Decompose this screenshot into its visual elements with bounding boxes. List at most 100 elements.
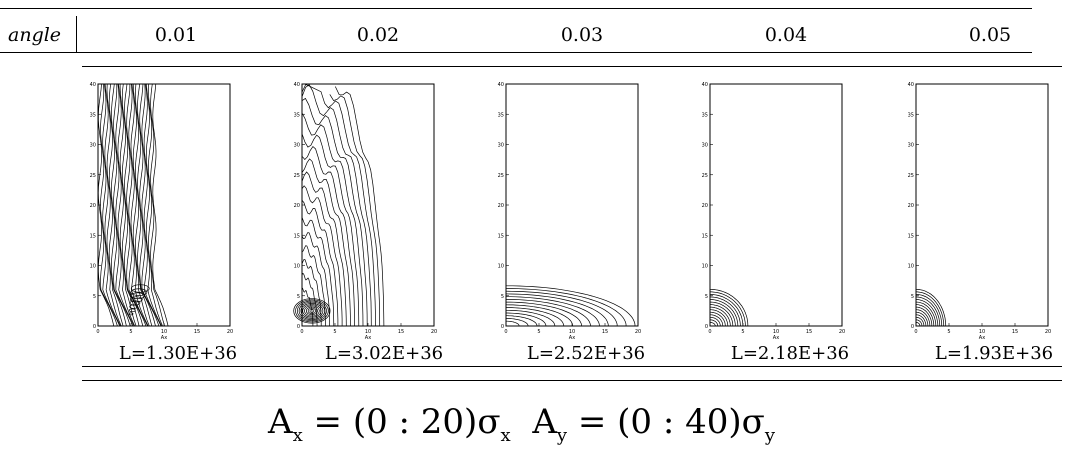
contour-line: [309, 309, 315, 313]
contour-line: [505, 304, 574, 327]
contour-line: [506, 285, 636, 327]
y-tick-label: 15: [294, 233, 300, 239]
contour-line: [305, 306, 318, 316]
contour-line: [301, 145, 355, 326]
plot-frame: [915, 83, 1049, 327]
x-tick-label: 0: [504, 329, 507, 335]
y-tick-label: 25: [498, 173, 504, 179]
contour-plot-3: 0 5 10 15 20 25 30 35 40 0 5 10 15 20 Ax: [498, 82, 642, 341]
y-tick-label: 35: [908, 112, 914, 118]
contour-line: [301, 83, 376, 327]
y-tick-label: 15: [908, 233, 914, 239]
contour-line: [710, 306, 731, 326]
contour-lines: [505, 285, 636, 327]
ax-subscript: x: [292, 424, 303, 446]
contour-line: [301, 158, 351, 327]
angle-header: angle: [8, 24, 62, 46]
contour-plot-2: 0 5 10 15 20 25 30 35 40 0 5 10 15 20 Ax: [293, 82, 437, 341]
contour-line: [301, 199, 339, 326]
contour-line: [115, 83, 134, 327]
contour-lines: [915, 288, 947, 327]
contour-line: [301, 185, 343, 326]
y-tick-label: 40: [908, 82, 914, 88]
angle-value-2: 0.02: [356, 24, 400, 46]
contour-line: [709, 314, 724, 326]
y-tick-label: 25: [90, 173, 96, 179]
x-tick-label: 0: [914, 329, 917, 335]
y-tick-label: 25: [294, 173, 300, 179]
y-tick-label: 20: [498, 203, 504, 209]
y-tick-label: 30: [90, 143, 96, 149]
y-tick-label: 30: [908, 143, 914, 149]
contour-line: [129, 296, 143, 303]
x-axis-label: Ax: [979, 335, 985, 341]
contour-line: [124, 83, 140, 327]
contour-line: [916, 319, 923, 326]
x-tick-label: 5: [537, 329, 540, 335]
y-tick-label: 0: [501, 324, 504, 330]
x-tick-label: 20: [1045, 329, 1051, 335]
y-tick-label: 5: [705, 294, 708, 300]
ay-range: = (0 : 40)σ: [567, 402, 765, 442]
y-tick-label: 35: [702, 112, 708, 118]
panel-bottom-rule: [82, 366, 1062, 367]
contour-line: [301, 273, 318, 327]
contour-line: [293, 298, 331, 324]
contour-line: [104, 83, 121, 327]
x-tick-label: 15: [806, 329, 812, 335]
x-tick-label: 20: [839, 329, 845, 335]
contour-line: [710, 291, 746, 327]
ax-symbol: A: [268, 402, 293, 442]
contour-line: [301, 97, 368, 327]
contour-line: [915, 294, 943, 326]
x-tick-label: 15: [602, 329, 608, 335]
y-tick-label: 10: [90, 264, 96, 270]
x-axis-label: Ax: [365, 335, 371, 341]
y-tick-label: 30: [498, 143, 504, 149]
y-tick-label: 0: [705, 324, 708, 330]
contour-line: [106, 83, 122, 327]
contour-line: [710, 299, 739, 327]
y-tick-label: 5: [501, 294, 504, 300]
y-tick-label: 10: [702, 264, 708, 270]
contour-plot-1: 0 5 10 15 20 25 30 35 40 0 5 10 15 20 Ax: [90, 82, 234, 341]
contour-line: [295, 299, 329, 323]
header-rule: [0, 52, 1032, 53]
angle-value-1: 0.01: [154, 24, 198, 46]
contour-line: [709, 301, 736, 326]
contour-line: [100, 83, 118, 327]
y-tick-label: 10: [294, 264, 300, 270]
y-tick-label: 0: [297, 324, 300, 330]
contour-line: [916, 291, 945, 326]
contour-line: [916, 299, 939, 326]
contour-plot-4: 0 5 10 15 20 25 30 35 40 0 5 10 15 20 Ax: [702, 82, 846, 341]
contour-line: [506, 312, 547, 326]
contour-line: [298, 301, 326, 320]
angle-value-3: 0.03: [560, 24, 604, 46]
x-tick-label: 20: [635, 329, 641, 335]
contour-line: [301, 112, 364, 327]
x-tick-label: 20: [431, 329, 437, 335]
x-tick-label: 0: [96, 329, 99, 335]
contour-line: [710, 316, 721, 326]
contour-line: [113, 84, 131, 327]
plot-frame: [97, 83, 231, 327]
y-tick-label: 20: [908, 203, 914, 209]
contour-line: [300, 303, 324, 319]
x-tick-label: 5: [333, 329, 336, 335]
column-divider: [76, 16, 77, 52]
contour-line: [916, 311, 929, 326]
contour-line: [130, 288, 148, 296]
y-tick-label: 5: [93, 294, 96, 300]
contour-line: [505, 290, 618, 327]
contour-line: [301, 133, 360, 327]
contour-line: [506, 301, 582, 327]
contour-line: [506, 288, 627, 327]
panel-top-rule: [82, 66, 1062, 67]
contour-line: [505, 293, 609, 327]
x-tick-label: 5: [947, 329, 950, 335]
contour-line: [145, 83, 163, 327]
contour-line: [128, 308, 136, 313]
contour-line: [128, 312, 134, 316]
contour-lines: [97, 83, 169, 327]
